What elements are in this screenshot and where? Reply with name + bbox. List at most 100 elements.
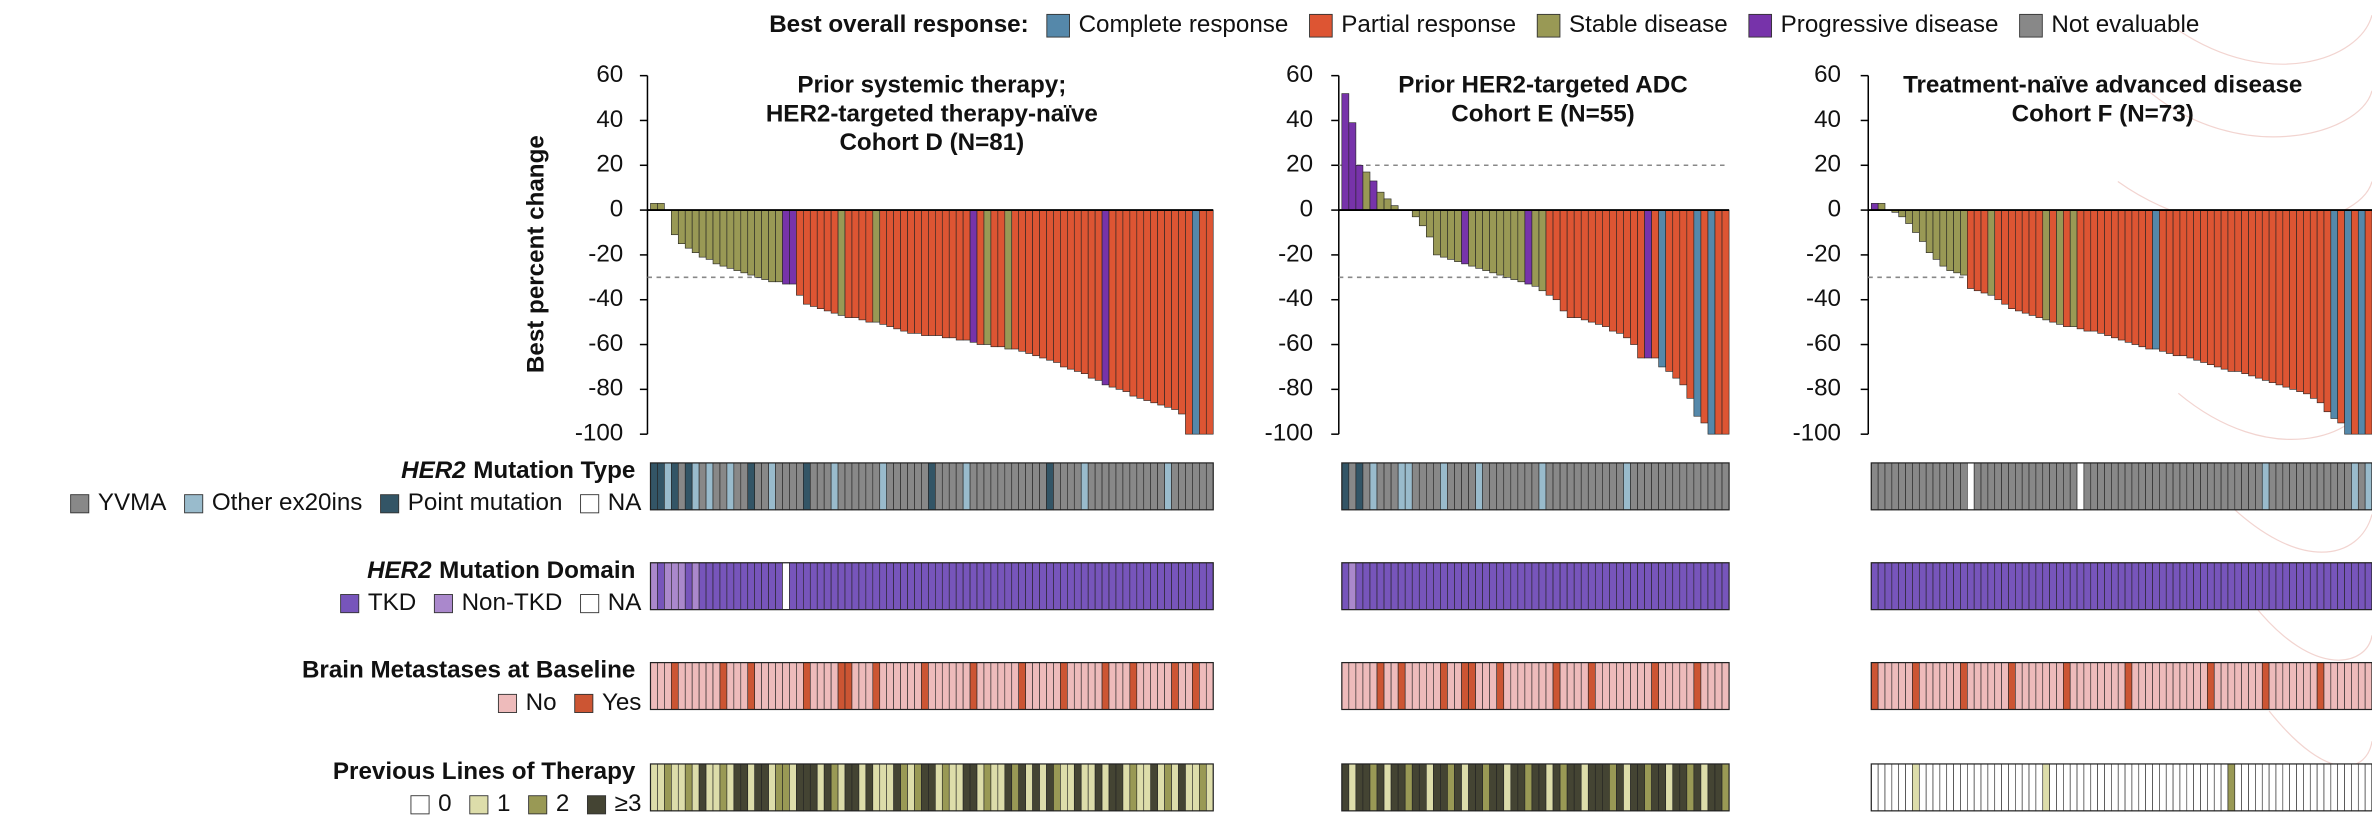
track-cell [1391,764,1398,811]
track-cell [859,563,866,610]
bar [1144,210,1151,400]
track-cell [1490,563,1497,610]
track-cell [1638,764,1645,811]
track-legend-label: Non-TKD [462,589,563,616]
track-cell [2255,463,2262,510]
bar [852,210,859,318]
y-tick-label: 20 [596,151,623,178]
track-cell [1532,663,1539,710]
track-cell [678,764,685,811]
track-cell [873,463,880,510]
track-cell [1026,463,1033,510]
track-cell [991,563,998,610]
track-cell [1440,663,1447,710]
track-cell [2276,463,2283,510]
track-cell [678,463,685,510]
track-cell [2351,463,2358,510]
track-cell [2091,463,2098,510]
track-cell [685,764,692,811]
track-cell [1469,663,1476,710]
track-cell [1974,563,1981,610]
track-cell [2303,463,2310,510]
bar [963,210,970,340]
track-cell [2077,663,2084,710]
track-cell [2290,663,2297,710]
track-cell [1680,663,1687,710]
track-cell [2098,463,2105,510]
track-cell [2310,563,2317,610]
track-cell [1546,563,1553,610]
track-title-gene: HER2 [401,457,466,484]
track-cell [1652,463,1659,510]
track-cell [1616,663,1623,710]
track-cell [1192,764,1199,811]
track-cell [824,463,831,510]
track-cell [1967,764,1974,811]
track-cell [2029,663,2036,710]
track-cell [671,463,678,510]
track-cell [1116,663,1123,710]
bar [2351,210,2358,434]
y-tick-label: -100 [1793,420,1841,447]
track-cell [734,463,741,510]
track-cell [956,563,963,610]
track-cell [713,463,720,510]
bar [1680,210,1687,385]
track-cell [2303,663,2310,710]
track-cell [1206,764,1213,811]
track-cell [1581,764,1588,811]
track-cell [671,663,678,710]
bar [1511,210,1518,279]
legend-label: Complete response [1079,11,1289,38]
track-cell [2187,663,2194,710]
track-cell [1694,463,1701,510]
track-cell [2269,663,2276,710]
track-cell [2235,663,2242,710]
track-cell [2283,764,2290,811]
track-cell [1892,764,1899,811]
track-cell [1053,663,1060,710]
track-cell [1454,463,1461,510]
track-cell [2002,463,2009,510]
bar [2146,210,2153,349]
track-cell [2310,764,2317,811]
track-cell [970,463,977,510]
bar [796,210,803,295]
bar [1356,165,1363,210]
track-cell [1067,463,1074,510]
track-cell [1199,663,1206,710]
bar [1722,210,1729,434]
bar [1933,210,1940,259]
track-cell [1623,764,1630,811]
track-cell [1899,764,1906,811]
bar [1623,210,1630,338]
track-cell [2070,663,2077,710]
track-cell [1026,563,1033,610]
bar [2022,210,2029,313]
track-cell [664,563,671,610]
track-cell [762,463,769,510]
track-cell [699,463,706,510]
bar [1899,210,1906,217]
track-cell [1694,764,1701,811]
track-cell [998,563,1005,610]
track-cell [734,663,741,710]
track-cell [1659,563,1666,610]
bar [2173,210,2180,356]
track-cell [2077,563,2084,610]
track-cell [1440,463,1447,510]
bar [1708,210,1715,434]
track-cell [949,764,956,811]
track-cell [2132,563,2139,610]
track-cell [1974,463,1981,510]
track-legend-label: NA [608,589,642,616]
track-cell [887,764,894,811]
track-cell [1356,563,1363,610]
track-cell [880,463,887,510]
track-cell [2255,563,2262,610]
track-title-text: Mutation Type [473,457,635,484]
track-cell [762,764,769,811]
track-cell [1412,764,1419,811]
track-cell [2345,463,2352,510]
bar [1384,199,1391,210]
